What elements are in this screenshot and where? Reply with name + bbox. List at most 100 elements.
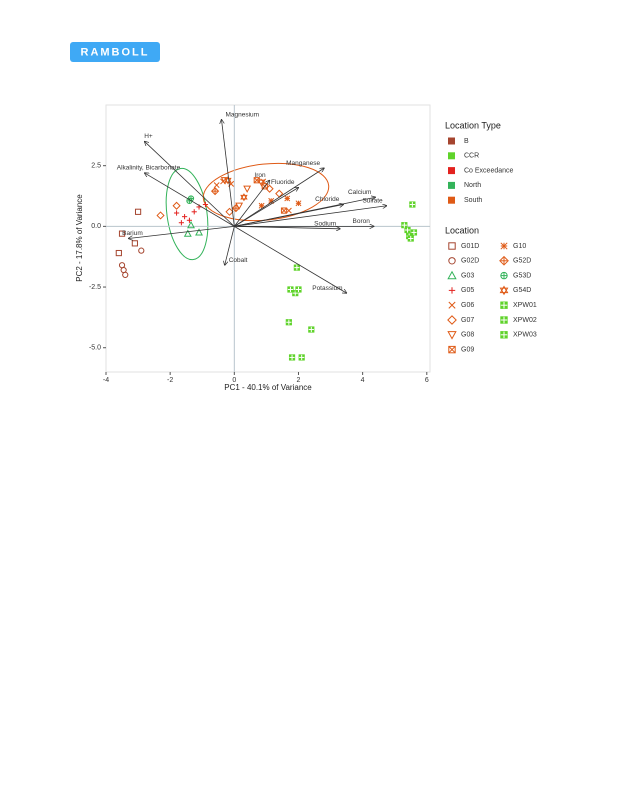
legend-marker [500,271,508,280]
point [253,177,260,184]
point [401,222,408,229]
point [187,220,195,229]
marker-part [499,287,509,296]
legend-marker [447,315,457,325]
point [288,354,296,361]
legend-label: North [464,182,481,189]
point [410,229,418,236]
point [280,207,288,214]
marker-part [225,207,234,216]
loading-label: Alkalinity, Bicarbonate [117,165,181,172]
point [172,201,181,210]
marker-part [156,211,165,220]
point [308,326,315,333]
marker-part [183,229,192,237]
legend-label: G06 [461,302,474,309]
legend-label: Co Exceedance [464,167,514,174]
legend-marker [448,242,456,250]
loading-arrow [234,188,298,227]
legend-marker [500,242,508,250]
point [231,204,241,213]
point [224,176,232,185]
legend-label: G02D [461,258,479,265]
marker-part [447,270,457,280]
marker-part [500,242,508,250]
loading-arrow [233,180,269,227]
marker-part [172,201,181,210]
point [407,235,414,242]
legend-label: XPW01 [513,302,537,309]
marker-part [281,207,287,214]
marker-part [284,195,291,202]
point [118,230,126,237]
loading-label: Iron [254,172,266,179]
marker-part [240,194,248,202]
point [202,201,209,208]
logo-box [70,42,160,62]
x-tick-label: 0 [232,377,236,384]
loading-label: Sodium [314,221,336,228]
legend-label: G10 [513,243,526,250]
legend-marker [500,301,508,309]
marker-part [448,345,456,354]
loading-arrow [128,225,235,238]
x-tick-label: 2 [297,377,301,384]
marker-part [295,200,302,207]
legend-swatch [448,196,455,204]
y-tick-label: -5.0 [89,345,101,352]
legend-label: B [464,138,469,145]
loading-label: Sulfate [362,197,383,204]
point [115,249,122,257]
legend-marker [448,345,456,354]
legend-swatch [448,152,455,160]
legend-label: G53D [513,272,531,279]
legend-swatch [448,181,455,189]
loading-arrow [234,206,386,227]
plot-panel [105,104,431,373]
loading-arrow [144,173,235,227]
loading-arrow [234,168,324,227]
legend-marker [447,331,457,340]
legend-label: G01D [461,243,479,250]
north-ellipse [165,167,209,261]
legend-marker [448,301,456,309]
loading-label: Chloride [315,196,340,203]
loading-label: Barium [122,230,143,237]
legend-title: Location Type [445,120,501,130]
marker-part [138,247,145,254]
logo: RAMBOLL [81,46,150,58]
loading-arrow [234,205,343,227]
point [295,286,302,293]
marker-part [187,220,195,229]
marker-part [268,197,275,204]
marker-part [134,208,142,215]
legend-label: G03 [461,272,474,279]
marker-part [118,230,126,237]
marker-part [448,301,456,309]
loading-label: Potassium [312,285,342,292]
legend-marker [447,270,457,280]
marker-part [447,331,457,340]
point [195,228,203,236]
loading-label: Calcium [348,189,371,196]
marker-part [115,249,122,257]
legend-marker [448,257,456,265]
legend-marker [448,287,456,294]
point [292,290,299,297]
marker-part [447,315,457,325]
legend-label: G08 [461,332,474,339]
point [404,226,411,234]
marker-part [213,182,220,189]
point [138,247,145,254]
marker-part [253,177,260,184]
point [240,193,248,202]
point [293,264,300,271]
marker-part [280,207,288,214]
point [284,195,291,202]
point [178,220,184,226]
point [122,271,129,279]
legend-label: South [464,197,482,204]
loading-arrow [234,226,346,293]
south-ellipse [202,162,330,222]
